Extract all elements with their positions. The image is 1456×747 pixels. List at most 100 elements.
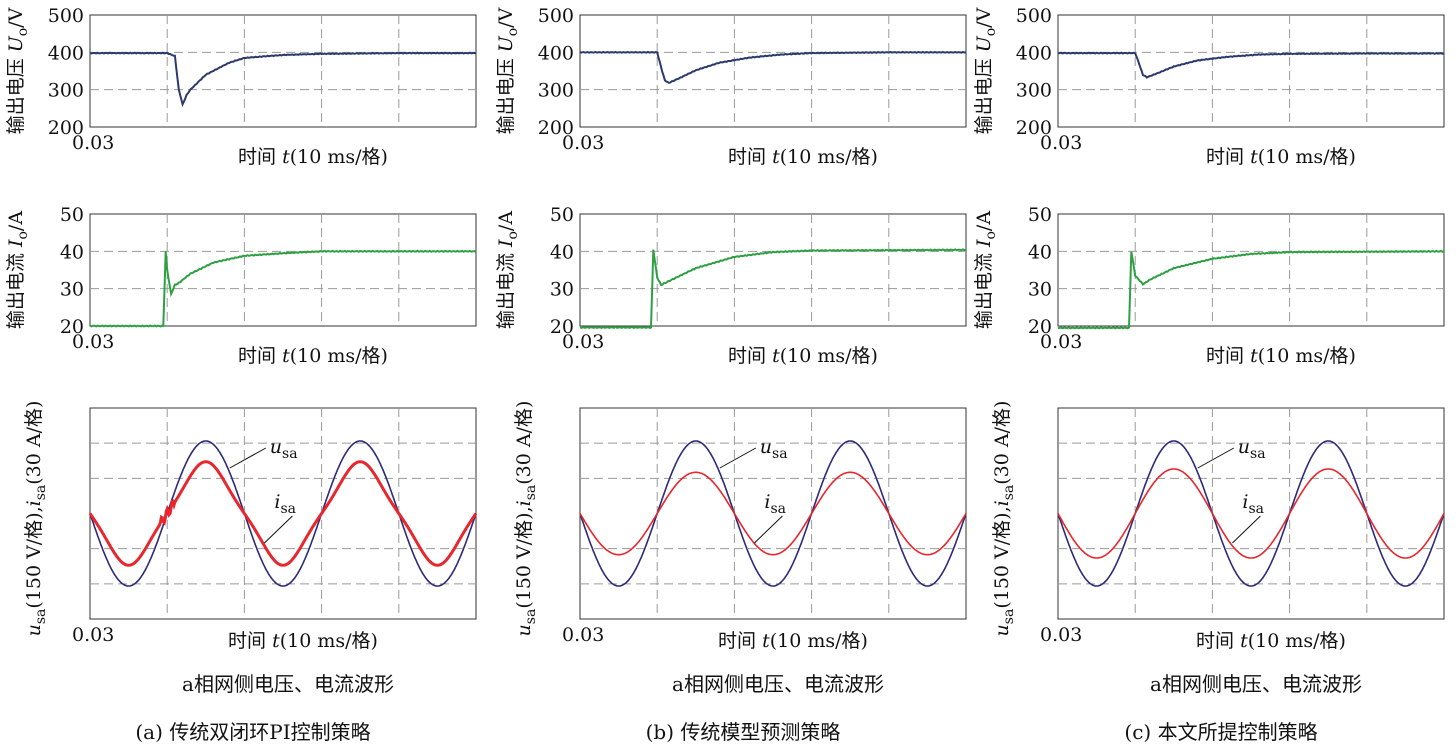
y-label-end: (30 A/格) bbox=[991, 401, 1013, 485]
x-label-prefix: 时间 bbox=[228, 630, 272, 652]
y-tick-label: 500 bbox=[1016, 5, 1052, 27]
y-tick-label: 200 bbox=[538, 117, 574, 139]
plot-frame bbox=[89, 14, 477, 128]
x-label-var: t bbox=[282, 146, 290, 168]
usa-annotation-sub: sa bbox=[282, 446, 298, 462]
y-tick-label: 500 bbox=[538, 5, 574, 27]
usa-series-line bbox=[1057, 440, 1445, 587]
x-axis-label: 时间 t(10 ms/格) bbox=[718, 630, 868, 652]
x-label-unit: (10 ms/格) bbox=[780, 146, 878, 168]
x-label-unit: (10 ms/格) bbox=[1248, 630, 1346, 652]
x-axis-label: 时间 t(10 ms/格) bbox=[1196, 630, 1346, 652]
y-axis-label: usa(150 V/格),isa(30 A/格) bbox=[991, 401, 1017, 637]
y-label-prefix: 输出电压 bbox=[973, 52, 995, 134]
y-label-mid: (150 V/格), bbox=[23, 506, 45, 608]
x-label-prefix: 时间 bbox=[728, 146, 772, 168]
isa-annotation-sub: sa bbox=[1248, 501, 1264, 517]
x-axis-label: 时间 t(10 ms/格) bbox=[238, 345, 388, 367]
y-axis-label: 输出电压 Uo/V bbox=[5, 7, 31, 134]
y-tick-label: 30 bbox=[60, 279, 84, 301]
y-label-sub: o bbox=[983, 231, 999, 239]
x-label-prefix: 时间 bbox=[238, 146, 282, 168]
y-label-var: U bbox=[495, 35, 517, 52]
y-label-prefix: 输出电流 bbox=[495, 247, 517, 329]
x-axis-label: 时间 t(10 ms/格) bbox=[728, 345, 878, 367]
y-label-var: U bbox=[973, 35, 995, 52]
y-axis-label: 输出电压 Uo/V bbox=[495, 7, 521, 134]
plot-frame bbox=[1057, 14, 1445, 128]
x-label-prefix: 时间 bbox=[718, 630, 762, 652]
isa-annotation-sub: sa bbox=[280, 501, 296, 517]
y-label-u-sub: sa bbox=[1001, 609, 1017, 625]
y-label-unit: /A bbox=[973, 211, 995, 231]
isa-series-line bbox=[579, 471, 967, 556]
x-label-unit: (10 ms/格) bbox=[280, 630, 378, 652]
y-tick-label: 50 bbox=[60, 204, 84, 226]
isa-annotation: isa bbox=[274, 491, 296, 517]
x-tick-label: 0.03 bbox=[1040, 132, 1082, 154]
isa-annotation: isa bbox=[764, 491, 786, 517]
y-label-sub: o bbox=[15, 28, 31, 36]
grid-caption: a相网侧电压、电流波形 bbox=[182, 672, 394, 696]
y-label-var: I bbox=[5, 239, 27, 248]
x-label-unit: (10 ms/格) bbox=[1258, 345, 1356, 367]
current-series-line bbox=[1057, 249, 1445, 330]
x-tick-label: 0.03 bbox=[72, 624, 114, 646]
y-label-i-sub: sa bbox=[1001, 485, 1017, 501]
y-tick-label: 200 bbox=[48, 117, 84, 139]
subfigure-caption: (a) 传统双闭环PI控制策略 bbox=[135, 720, 370, 744]
plot-frame bbox=[579, 14, 967, 128]
y-label-i: i bbox=[23, 500, 45, 506]
x-label-var: t bbox=[772, 146, 780, 168]
y-label-end: (30 A/格) bbox=[513, 401, 535, 485]
x-tick-label: 0.03 bbox=[1040, 624, 1082, 646]
y-label-u: u bbox=[513, 624, 535, 636]
grid-caption: a相网侧电压、电流波形 bbox=[1150, 672, 1362, 696]
y-label-u: u bbox=[991, 624, 1013, 636]
x-label-var: t bbox=[272, 630, 280, 652]
usa-annotation-var: u bbox=[760, 436, 772, 458]
isa-annotation-var: i bbox=[1242, 491, 1248, 513]
y-label-u-sub: sa bbox=[523, 609, 539, 625]
y-tick-label: 400 bbox=[48, 42, 84, 64]
usa-leader-line bbox=[229, 447, 267, 469]
x-axis-label: 时间 t(10 ms/格) bbox=[728, 146, 878, 168]
isa-annotation: isa bbox=[1242, 491, 1264, 517]
x-label-var: t bbox=[1250, 146, 1258, 168]
y-label-var: I bbox=[495, 239, 517, 248]
y-label-mid: (150 V/格), bbox=[513, 506, 535, 608]
y-tick-label: 300 bbox=[48, 80, 84, 102]
y-label-var: I bbox=[973, 239, 995, 248]
y-label-prefix: 输出电流 bbox=[5, 247, 27, 329]
y-label-i-sub: sa bbox=[33, 485, 49, 501]
isa-leader-line bbox=[754, 515, 783, 544]
y-tick-label: 200 bbox=[1016, 117, 1052, 139]
usa-annotation-var: u bbox=[270, 436, 282, 458]
x-tick-label: 0.03 bbox=[1040, 331, 1082, 353]
x-tick-label: 0.03 bbox=[562, 624, 604, 646]
y-tick-label: 40 bbox=[1028, 241, 1052, 263]
current-series-line bbox=[89, 249, 477, 328]
y-axis-label: 输出电流 Io/A bbox=[5, 211, 31, 329]
y-label-sub: o bbox=[15, 231, 31, 239]
y-label-u: u bbox=[23, 624, 45, 636]
x-label-var: t bbox=[762, 630, 770, 652]
isa-annotation-var: i bbox=[764, 491, 770, 513]
usa-leader-line bbox=[719, 447, 757, 469]
x-label-prefix: 时间 bbox=[238, 345, 282, 367]
x-label-prefix: 时间 bbox=[728, 345, 772, 367]
y-tick-label: 30 bbox=[1028, 279, 1052, 301]
y-tick-label: 20 bbox=[550, 316, 574, 338]
grid-caption: a相网侧电压、电流波形 bbox=[672, 672, 884, 696]
x-label-unit: (10 ms/格) bbox=[290, 146, 388, 168]
isa-annotation-var: i bbox=[274, 491, 280, 513]
x-label-var: t bbox=[1240, 630, 1248, 652]
x-tick-label: 0.03 bbox=[562, 132, 604, 154]
y-axis-label: usa(150 V/格),isa(30 A/格) bbox=[513, 401, 539, 637]
usa-leader-line bbox=[1197, 447, 1235, 469]
x-label-var: t bbox=[282, 345, 290, 367]
